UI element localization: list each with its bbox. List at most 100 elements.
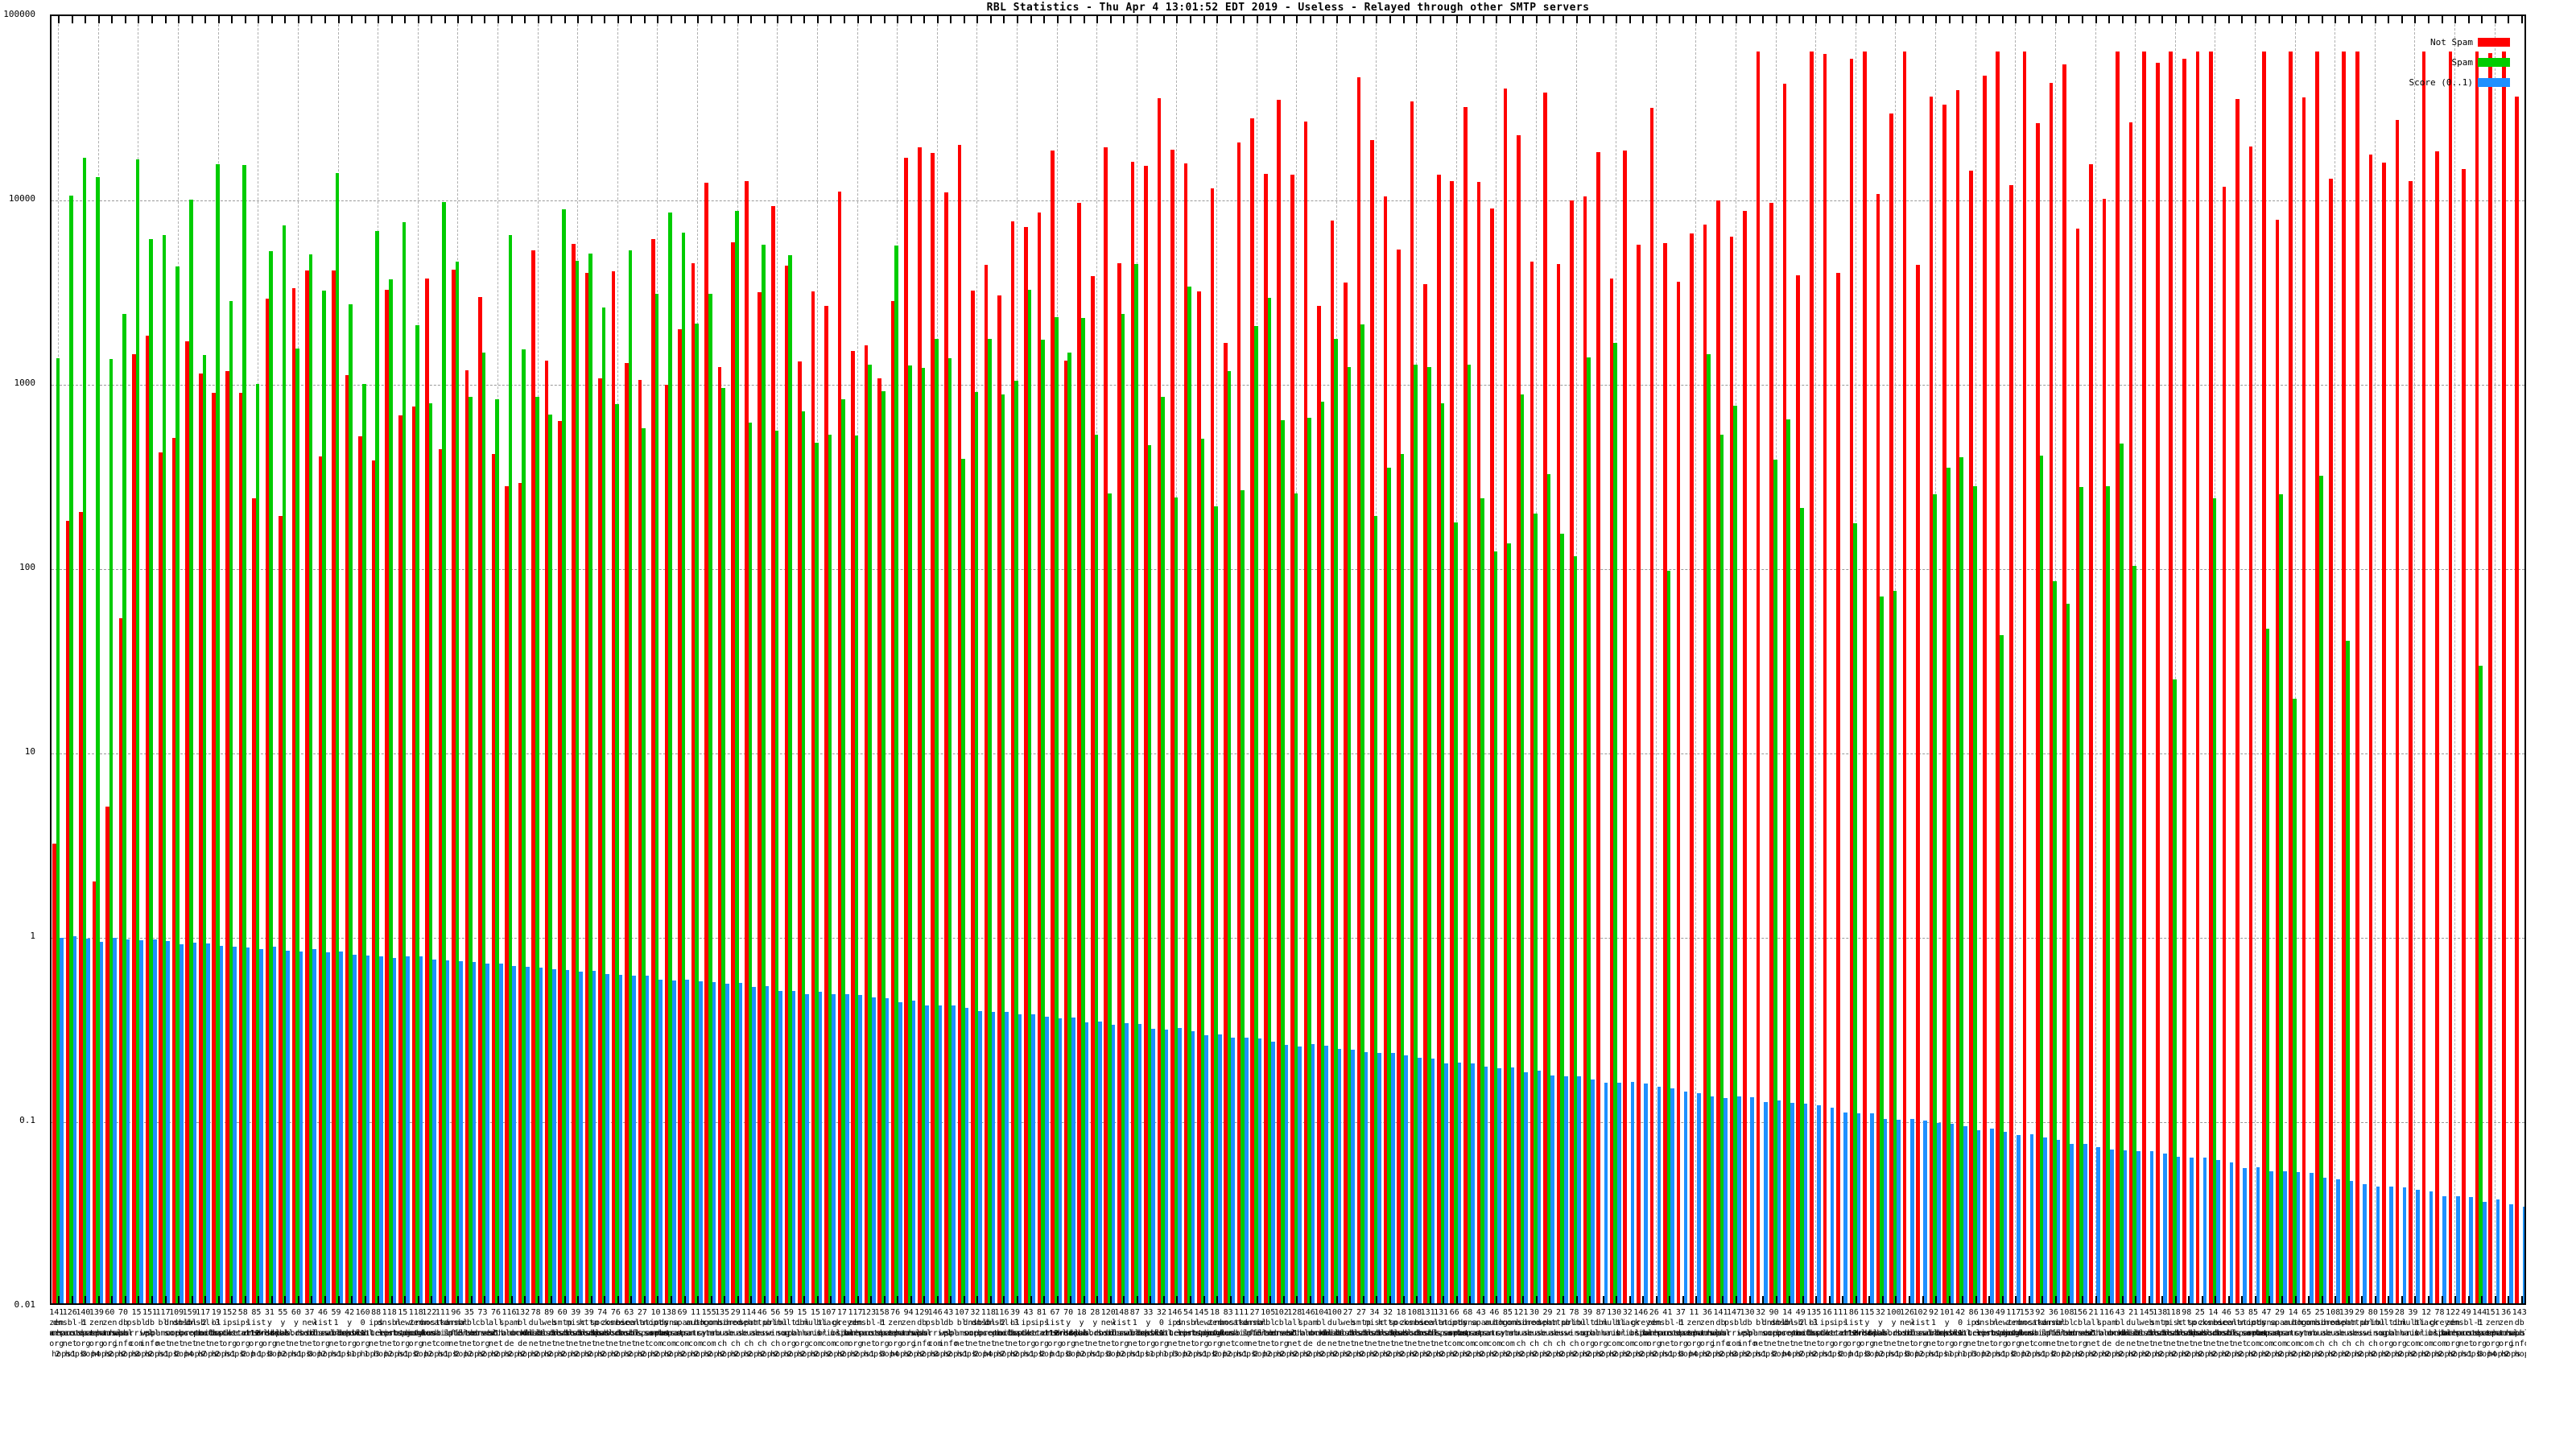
x-axis-tick-label-line: 151 [142, 1308, 158, 1317]
x-axis-tick-label-line: abuseat [465, 1329, 500, 1338]
x-axis-tick-label-line: swinog [761, 1329, 791, 1338]
bar-score [286, 951, 290, 1303]
x-axis-tick [2068, 1296, 2070, 1303]
x-axis-tick-label-line: y [1092, 1319, 1098, 1327]
bar-spam [1666, 571, 1671, 1303]
bar-spam [1253, 325, 1258, 1303]
x-axis-tick-label-line: ch [730, 1340, 741, 1348]
x-axis-tick-label-line: interserver [2040, 1329, 2094, 1338]
x-axis-tick-label-line: 158 [874, 1308, 890, 1317]
x-axis-tick-label-line: dnsbl.sorbs [588, 1329, 642, 1338]
x-axis-top-tick [2041, 16, 2044, 23]
x-axis-tick-label-line: ch [744, 1340, 754, 1348]
x-axis-tick-label-line: spam.dnsbl.sorbs [1389, 1329, 1467, 1338]
x-axis-tick-label-line: misc [1364, 1319, 1385, 1327]
bar-spam [1959, 456, 1964, 1303]
bar-not-spam [2022, 51, 2027, 1303]
x-axis-tick-label-line: uribl [1629, 1329, 1653, 1338]
bar-not-spam [425, 279, 429, 1303]
x-axis-tick-label-line: ips [1034, 1319, 1050, 1327]
x-axis-tick-label-line: cymru [696, 1329, 721, 1338]
x-axis-tick [1642, 1296, 1645, 1303]
y-axis-tick [50, 937, 52, 939]
x-axis-tick-label-line: net [634, 1340, 650, 1348]
x-axis-tick-label-line: 17 [836, 1308, 848, 1317]
x-axis-tick-label-line: 2 hops [415, 1350, 444, 1359]
x-axis-tick-label-line: 160 [355, 1308, 370, 1317]
x-axis-tick-label-line: 63 [624, 1308, 634, 1317]
x-axis-top-tick [1708, 16, 1711, 23]
x-axis-top-tick [1123, 16, 1125, 23]
x-axis-tick-label-line: 3 hops [1972, 1350, 2002, 1359]
bar-score [166, 940, 171, 1303]
bar-spam [801, 411, 806, 1303]
x-axis-tick-label-line: 2 hops [321, 1350, 351, 1359]
bar-spam [774, 430, 779, 1303]
x-axis-tick [1003, 1296, 1005, 1303]
bar-not-spam [1370, 140, 1374, 1303]
x-axis-tick-label-line: 1 hop [1030, 1350, 1055, 1359]
bar-not-spam [1596, 152, 1600, 1303]
x-axis-tick-label-line: dnsbl.sorbs [1348, 1329, 1402, 1338]
bar-not-spam [1144, 166, 1148, 1303]
legend-item[interactable]: Spam [2452, 57, 2510, 68]
x-axis-tick-label-line: 46 [2221, 1308, 2231, 1317]
bar-spam [162, 234, 167, 1303]
bar-score [752, 987, 756, 1303]
bar-spam [1347, 366, 1352, 1303]
x-axis-tick-label-line: 10 [650, 1308, 661, 1317]
bar-score [2136, 1150, 2140, 1303]
x-axis-tick-label-line: org [2472, 1340, 2487, 1348]
bar-score [60, 937, 64, 1303]
legend-item[interactable]: Not Spam [2430, 37, 2510, 47]
x-axis-top-tick [1269, 16, 1272, 23]
x-axis-tick [1150, 1296, 1152, 1303]
bar-spam [1108, 493, 1112, 1303]
bar-not-spam [438, 448, 443, 1303]
x-axis-top-tick [643, 16, 646, 23]
bar-score [2402, 1187, 2407, 1303]
x-axis-tick-label-line: 2 hops [1439, 1350, 1469, 1359]
x-axis-top-tick [1575, 16, 1578, 23]
bar-score [552, 969, 556, 1303]
x-axis-top-tick [2081, 16, 2083, 23]
x-axis-tick-label-line: org [795, 1340, 810, 1348]
x-axis-tick-label-line: smtp [2150, 1319, 2170, 1327]
legend-label: Score (0..1) [2409, 77, 2473, 88]
bar-not-spam [638, 380, 642, 1303]
x-axis-top-tick [2174, 16, 2177, 23]
bar-not-spam [265, 298, 270, 1303]
bar-score [2096, 1146, 2101, 1303]
bar-spam [282, 225, 287, 1303]
bar-not-spam [1703, 225, 1707, 1303]
x-axis-top-tick [2520, 16, 2523, 23]
x-axis-tick-label-line: spamhaus [2380, 1329, 2419, 1338]
bar-spam [562, 208, 566, 1303]
x-axis-tick-label-line: dnsbl.sorbs [2186, 1329, 2240, 1338]
x-axis-tick [191, 1296, 193, 1303]
x-axis-tick-label-line: 2 hops [535, 1350, 564, 1359]
bar-score [1005, 1012, 1009, 1303]
x-axis-tick-label-line: 2 hops [175, 1350, 204, 1359]
x-axis-tick-label-line: combined [2300, 1319, 2339, 1327]
x-axis-tick-label-line: spamhaus [1634, 1329, 1674, 1338]
bar-score [1311, 1043, 1315, 1303]
x-axis-tick-label-line: 2 hops [2065, 1350, 2095, 1359]
bar-not-spam [464, 370, 469, 1303]
x-axis-tick-label-line: 109 [169, 1308, 184, 1317]
x-axis-tick-label-line: 94 [903, 1308, 914, 1317]
x-axis-tick-label-line: 2 hops [1612, 1350, 1642, 1359]
x-axis-tick-label-line: 2 hops [2079, 1350, 2108, 1359]
x-axis-tick-label-line: org [2485, 1340, 2500, 1348]
y-axis-tick-label: 100000 [3, 9, 35, 19]
x-axis-tick-label-line: 2 hops [1040, 1350, 1070, 1359]
x-axis-tick [2028, 1296, 2030, 1303]
x-axis-tick [750, 1296, 753, 1303]
x-axis-tick-label-line: net [1660, 1340, 1675, 1348]
legend-item[interactable]: Score (0..1) [2409, 77, 2510, 88]
x-axis-tick-label-line: net [1327, 1340, 1342, 1348]
x-axis-tick-label-line: surbl [776, 1329, 801, 1338]
bar-not-spam [798, 361, 802, 1303]
bar-not-spam [1876, 193, 1880, 1303]
x-axis-tick-label-line: spam.dnsbl.sorbs [1069, 1329, 1147, 1338]
